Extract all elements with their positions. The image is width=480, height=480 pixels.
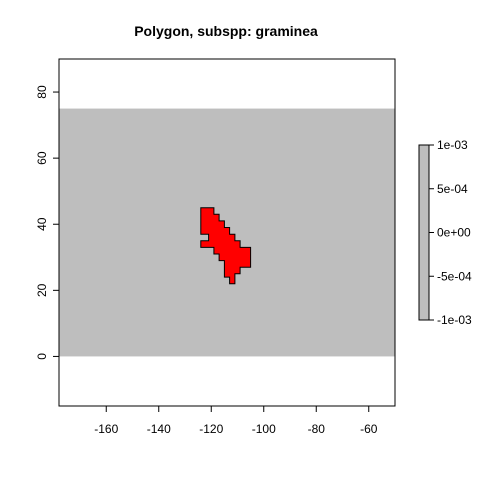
y-tick-label: 80 — [35, 85, 49, 99]
x-axis: -160 -140 -120 -100 -80 -60 — [94, 406, 378, 436]
x-tick-label: -60 — [360, 422, 378, 436]
colorbar: 1e-03 5e-04 0e+00 -5e-04 -1e-03 — [418, 138, 472, 327]
range-polygon — [200, 207, 252, 285]
y-tick-label: 60 — [35, 151, 49, 165]
y-axis: 0 20 40 60 80 — [35, 85, 59, 360]
colorbar-tick-label: -1e-03 — [437, 313, 472, 327]
x-tick-label: -160 — [94, 422, 118, 436]
colorbar-swatch — [418, 144, 430, 321]
plot-frame — [58, 58, 396, 407]
y-tick-label: 20 — [35, 283, 49, 297]
y-tick-label: 40 — [35, 217, 49, 231]
x-tick-label: -80 — [308, 422, 326, 436]
colorbar-tick-label: 1e-03 — [437, 138, 468, 152]
x-tick-label: -120 — [199, 422, 223, 436]
x-tick-label: -100 — [252, 422, 276, 436]
x-tick-label: -140 — [147, 422, 171, 436]
chart-title: Polygon, subspp: graminea — [134, 23, 318, 39]
colorbar-tick-label: 5e-04 — [437, 182, 468, 196]
colorbar-tick-label: 0e+00 — [437, 226, 471, 240]
y-tick-label: 0 — [35, 353, 49, 360]
colorbar-tick-label: -5e-04 — [437, 269, 472, 283]
